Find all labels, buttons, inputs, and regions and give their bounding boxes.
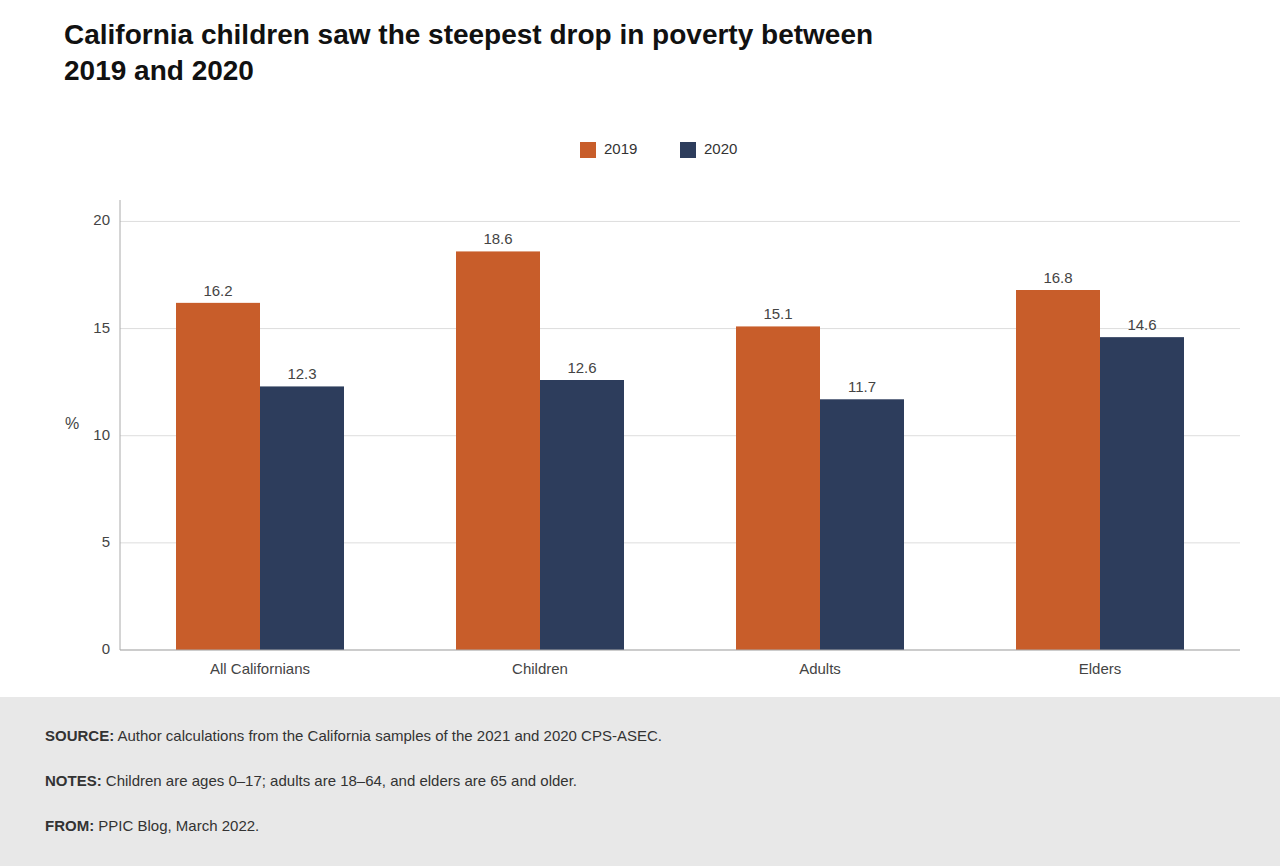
y-axis-label: %: [65, 415, 79, 432]
data-label: 11.7: [848, 378, 876, 395]
bar: [1016, 290, 1100, 650]
legend-label: 2019: [604, 140, 637, 157]
bar: [540, 380, 624, 650]
bars: [176, 251, 1184, 650]
grid-line: [120, 650, 1240, 651]
footer-line: NOTES: Children are ages 0–17; adults ar…: [45, 772, 577, 789]
legend-label: 2020: [704, 140, 737, 157]
data-label: 12.3: [287, 365, 316, 382]
data-label: 15.1: [763, 305, 792, 322]
x-tick-label: Elders: [1079, 660, 1122, 677]
y-tick-label: 20: [93, 211, 110, 228]
x-tick-label: Children: [512, 660, 568, 677]
legend-swatch: [580, 142, 596, 158]
footer-line: FROM: PPIC Blog, March 2022.: [45, 817, 259, 834]
footer-line: SOURCE: Author calculations from the Cal…: [45, 727, 662, 744]
footer-text: Children are ages 0–17; adults are 18–64…: [102, 772, 577, 789]
footer-panel: [0, 697, 1280, 866]
legend: 2019 2020: [580, 140, 737, 158]
title: California children saw the steepest dro…: [64, 19, 873, 86]
bar: [260, 386, 344, 650]
bar: [736, 326, 820, 650]
y-tick-label: 10: [93, 426, 110, 443]
bar: [1100, 337, 1184, 650]
grid-line: [120, 221, 1240, 222]
bar: [820, 399, 904, 650]
bar: [456, 251, 540, 650]
footer-label: NOTES:: [45, 772, 102, 789]
chart: California children saw the steepest dro…: [0, 0, 1280, 866]
footer-label: FROM:: [45, 817, 94, 834]
background: [0, 0, 1280, 866]
data-labels: 16.2 12.3 18.6 12.6 15.1 11.7 16.8 14.6: [203, 230, 1156, 395]
x-axis-line: [120, 650, 1240, 651]
data-label: 14.6: [1127, 316, 1156, 333]
y-axis-line: [120, 200, 121, 650]
data-label: 18.6: [483, 230, 512, 247]
y-tick-label: 0: [102, 640, 110, 657]
data-label: 16.2: [203, 282, 232, 299]
footer-label: SOURCE:: [45, 727, 114, 744]
legend-swatch: [680, 142, 696, 158]
title-line: California children saw the steepest dro…: [64, 19, 873, 50]
footer-text: Author calculations from the California …: [114, 727, 662, 744]
x-tick-label: All Californians: [210, 660, 310, 677]
x-tick-label: Adults: [799, 660, 841, 677]
y-tick-label: 5: [102, 533, 110, 550]
data-label: 16.8: [1043, 269, 1072, 286]
title-line: 2019 and 2020: [64, 55, 254, 86]
data-label: 12.6: [567, 359, 596, 376]
bar: [176, 303, 260, 650]
y-tick-label: 15: [93, 319, 110, 336]
footer-text: PPIC Blog, March 2022.: [94, 817, 259, 834]
